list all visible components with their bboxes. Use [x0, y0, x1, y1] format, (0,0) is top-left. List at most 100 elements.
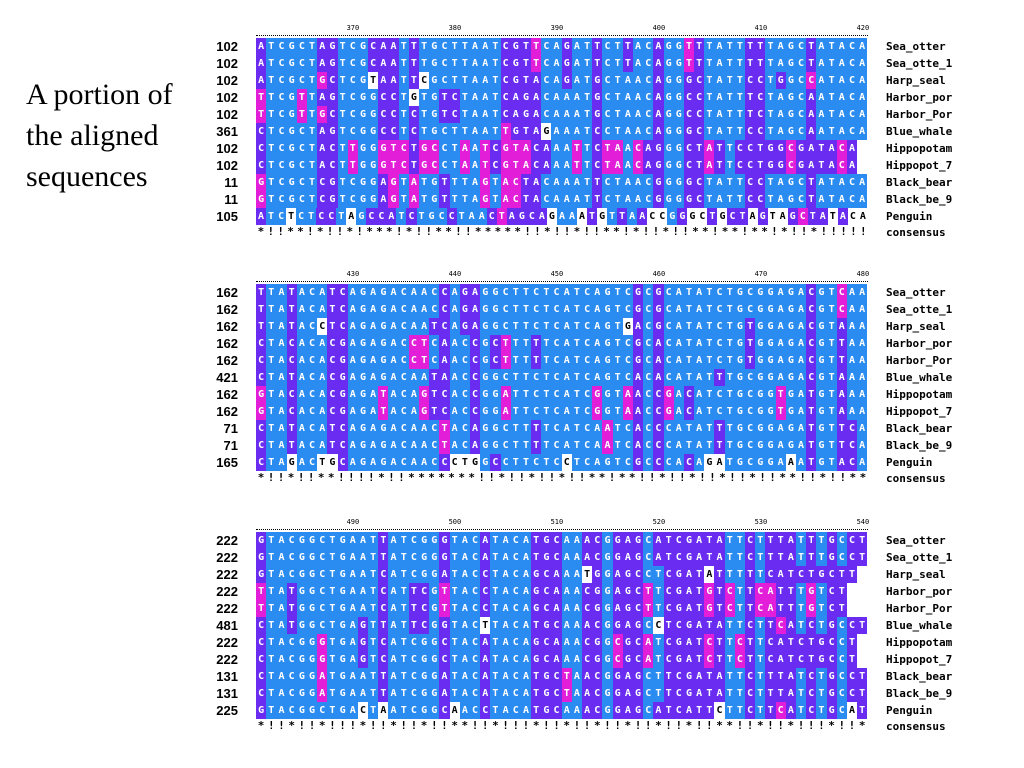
base-cell: T — [857, 549, 868, 566]
base-cell: T — [734, 38, 745, 55]
base-cell: G — [439, 549, 450, 566]
base-cell: T — [510, 420, 521, 437]
consensus-symbol: ! — [850, 225, 857, 238]
base-cell: G — [755, 454, 766, 471]
base-cell: A — [694, 685, 705, 702]
base-cell: G — [419, 668, 430, 685]
base-cell: T — [806, 174, 817, 191]
base-cell: G — [378, 301, 389, 318]
base-cell: T — [419, 38, 430, 55]
base-cell: T — [707, 208, 718, 225]
species-name: Harp_seal — [886, 320, 946, 333]
base-cell: C — [643, 549, 654, 566]
base-cell: C — [602, 72, 613, 89]
base-cell: C — [276, 106, 287, 123]
consensus-symbol: * — [257, 471, 265, 484]
base-cell: T — [541, 318, 552, 335]
base-cell: A — [632, 123, 644, 140]
base-cell: T — [266, 549, 277, 566]
consensus-symbol: * — [789, 471, 796, 484]
base-cell: G — [429, 600, 440, 617]
base-cell: C — [337, 284, 348, 301]
base-cell: C — [795, 38, 807, 55]
base-cell: T — [459, 55, 470, 72]
base-cell: T — [785, 600, 796, 617]
base-cell: C — [663, 583, 674, 600]
base-cell: C — [806, 668, 817, 685]
base-cell: T — [327, 600, 338, 617]
base-cell: C — [541, 89, 552, 106]
base-cell: G — [317, 106, 328, 123]
base-cell: G — [816, 284, 827, 301]
base-cell: C — [327, 335, 338, 352]
base-cell: T — [826, 72, 837, 89]
base-cell: G — [419, 685, 430, 702]
base-cell: C — [480, 583, 491, 600]
base-cell: A — [317, 386, 328, 403]
base-cell: G — [256, 532, 267, 549]
base-cell: G — [765, 386, 776, 403]
base-cell: T — [704, 386, 715, 403]
base-cell: T — [755, 617, 766, 634]
base-cell: T — [683, 55, 695, 72]
base-cell: C — [673, 685, 684, 702]
base-cell: A — [694, 668, 705, 685]
consensus-symbol: ! — [682, 225, 689, 238]
base-cell: G — [602, 454, 613, 471]
base-cell: A — [571, 123, 582, 140]
base-cell: G — [755, 386, 766, 403]
base-cell: T — [765, 106, 776, 123]
base-cell: T — [755, 634, 766, 651]
base-cell: A — [694, 369, 705, 386]
base-cell: A — [388, 685, 399, 702]
base-cell: A — [571, 549, 582, 566]
base-cell: A — [857, 191, 868, 208]
base-cell: C — [836, 668, 847, 685]
base-cell: A — [602, 420, 613, 437]
base-cell: T — [520, 335, 532, 352]
sequence-position: 222 — [216, 601, 238, 616]
base-cell: A — [388, 532, 399, 549]
base-cell: T — [571, 386, 582, 403]
base-cell: G — [826, 532, 837, 549]
base-cell: C — [795, 55, 807, 72]
base-cell: A — [775, 301, 786, 318]
ruler-tick: 520 — [652, 518, 666, 526]
base-cell: G — [561, 72, 572, 89]
base-cell: C — [490, 335, 501, 352]
base-cell: C — [847, 208, 858, 225]
base-cell: T — [337, 72, 348, 89]
consensus-symbol: ! — [441, 719, 448, 732]
base-cell: A — [577, 208, 588, 225]
base-cell: A — [561, 600, 572, 617]
base-cell: A — [480, 549, 491, 566]
base-cell: T — [765, 685, 776, 702]
base-cell: A — [368, 386, 379, 403]
base-cell: C — [256, 634, 267, 651]
ruler-tick: 500 — [448, 518, 462, 526]
base-cell: A — [857, 369, 868, 386]
base-cell: T — [694, 140, 705, 157]
base-cell: A — [469, 140, 481, 157]
base-cell: T — [541, 454, 552, 471]
base-cell: T — [520, 403, 532, 420]
base-cell: T — [724, 191, 735, 208]
base-cell: T — [724, 106, 735, 123]
base-cell: T — [724, 668, 735, 685]
base-cell: T — [531, 532, 542, 549]
base-cell: T — [683, 352, 695, 369]
base-cell: G — [480, 335, 491, 352]
base-cell: A — [561, 284, 572, 301]
base-cell: A — [449, 702, 460, 719]
sequence-row: 102 A T C G C T A G T C G C A A T T T G C T T A A T C G T T C A G A T T C T T… — [200, 38, 1000, 55]
base-cell: A — [612, 566, 623, 583]
base-cell: G — [683, 668, 695, 685]
base-cell: G — [357, 617, 369, 634]
base-cell: A — [846, 352, 858, 369]
base-cell: T — [266, 369, 277, 386]
base-cell: C — [317, 600, 328, 617]
base-cell: A — [276, 634, 287, 651]
base-cell: A — [816, 106, 827, 123]
base-cell: A — [795, 386, 807, 403]
consensus-symbol: * — [448, 471, 455, 484]
